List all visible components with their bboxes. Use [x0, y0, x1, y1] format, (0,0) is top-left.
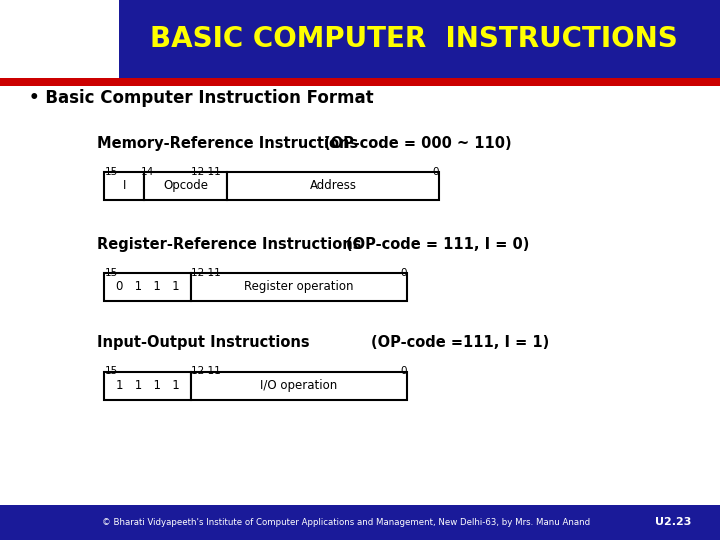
- Bar: [104, 372, 191, 400]
- Bar: [0, 0, 720, 78]
- Text: 15: 15: [104, 267, 117, 278]
- Text: 0   1   1   1: 0 1 1 1: [116, 280, 179, 293]
- Text: © Bharati Vidyapeeth's Institute of Computer Applications and Management, New De: © Bharati Vidyapeeth's Institute of Comp…: [102, 518, 590, 527]
- Text: 1   1   1   1: 1 1 1 1: [116, 379, 179, 392]
- Text: 14: 14: [140, 166, 153, 177]
- Text: Input-Output Instructions: Input-Output Instructions: [97, 335, 310, 350]
- Text: BASIC COMPUTER  INSTRUCTIONS: BASIC COMPUTER INSTRUCTIONS: [150, 25, 678, 53]
- Text: I: I: [122, 179, 126, 192]
- Text: 15: 15: [104, 166, 117, 177]
- Text: 0: 0: [433, 166, 439, 177]
- Bar: [191, 372, 407, 400]
- Bar: [0, 0, 119, 78]
- Bar: [191, 273, 407, 301]
- Text: Address: Address: [310, 179, 356, 192]
- Bar: [0, 505, 720, 540]
- Bar: [0, 78, 720, 86]
- Text: U2.23: U2.23: [654, 517, 691, 528]
- Bar: [144, 172, 227, 200]
- Text: 12 11: 12 11: [191, 166, 220, 177]
- Text: 12 11: 12 11: [191, 366, 220, 376]
- Text: (OP-code =111, I = 1): (OP-code =111, I = 1): [371, 335, 549, 350]
- Bar: [227, 172, 439, 200]
- Text: Memory-Reference Instructions: Memory-Reference Instructions: [97, 136, 359, 151]
- Text: I/O operation: I/O operation: [260, 379, 338, 392]
- Text: 12 11: 12 11: [191, 267, 220, 278]
- Text: 0: 0: [400, 267, 407, 278]
- Text: Register operation: Register operation: [244, 280, 354, 293]
- Text: (OP-code = 111, I = 0): (OP-code = 111, I = 0): [346, 237, 529, 252]
- Text: • Basic Computer Instruction Format: • Basic Computer Instruction Format: [29, 89, 374, 107]
- Text: 0: 0: [400, 366, 407, 376]
- Text: 15: 15: [104, 366, 117, 376]
- Text: Register-Reference Instructions: Register-Reference Instructions: [97, 237, 361, 252]
- Bar: [104, 273, 191, 301]
- Text: Opcode: Opcode: [163, 179, 208, 192]
- Bar: [104, 172, 144, 200]
- Text: (OP-code = 000 ~ 110): (OP-code = 000 ~ 110): [324, 136, 512, 151]
